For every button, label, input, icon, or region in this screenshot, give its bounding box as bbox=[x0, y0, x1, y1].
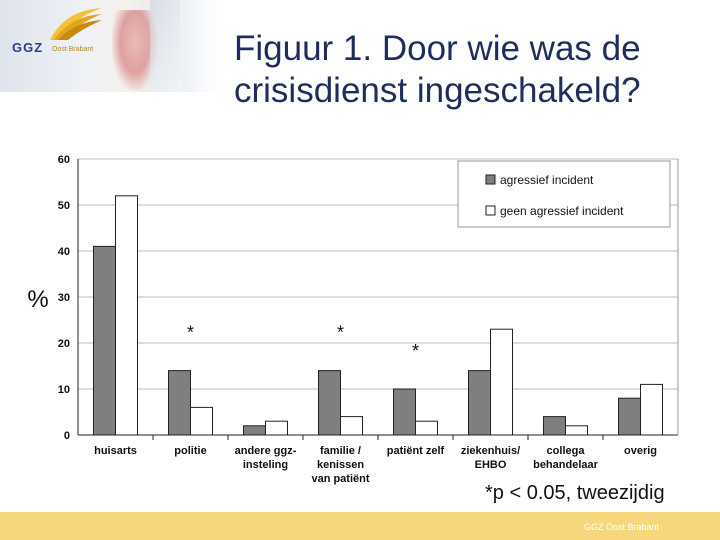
legend-label: agressief incident bbox=[500, 173, 594, 187]
bar-agressief bbox=[318, 370, 341, 436]
legend-box bbox=[457, 160, 671, 228]
bar-geen-agressief bbox=[340, 416, 363, 436]
bar-geen-agressief bbox=[640, 383, 663, 436]
bar-agressief bbox=[543, 416, 566, 436]
y-tick-label: 20 bbox=[58, 338, 70, 350]
y-tick-label: 50 bbox=[58, 200, 70, 212]
footer-bar bbox=[0, 512, 720, 540]
photo-fade bbox=[142, 0, 232, 92]
x-tick-label: insteling bbox=[243, 459, 288, 471]
x-tick-label: patiënt zelf bbox=[387, 445, 445, 457]
x-tick-label: EHBO bbox=[475, 459, 507, 471]
bar-geen-agressief bbox=[565, 425, 588, 436]
x-tick-label: overig bbox=[624, 445, 657, 457]
footnote: *p < 0.05, tweezijdig bbox=[485, 482, 665, 504]
y-tick-label: 0 bbox=[64, 430, 70, 442]
significance-marker: * bbox=[187, 323, 194, 343]
x-tick-label: andere ggz- bbox=[235, 445, 297, 457]
legend-swatch bbox=[485, 174, 496, 185]
bar-agressief bbox=[618, 397, 641, 436]
legend-swatch bbox=[485, 205, 496, 216]
bar-agressief bbox=[243, 425, 266, 436]
bar-geen-agressief bbox=[115, 195, 138, 436]
y-axis-label: % bbox=[27, 286, 48, 313]
bar-agressief bbox=[168, 370, 191, 436]
y-tick-label: 30 bbox=[58, 292, 70, 304]
x-tick-label: ziekenhuis/ bbox=[461, 445, 520, 457]
x-tick-label: kenissen bbox=[317, 459, 364, 471]
header-photo bbox=[0, 0, 232, 92]
bar-geen-agressief bbox=[415, 420, 438, 436]
x-tick-label: collega bbox=[547, 445, 586, 457]
bar-chart: 0 10 20 30 40 50 60% huisarts politie andere ggz-… bbox=[27, 154, 679, 485]
bar-agressief bbox=[93, 245, 116, 436]
x-tick-label: van patiënt bbox=[311, 473, 369, 485]
significance-marker: * bbox=[337, 323, 344, 343]
x-tick-label: huisarts bbox=[94, 445, 137, 457]
x-tick-label: familie / bbox=[320, 445, 361, 457]
bar-geen-agressief bbox=[190, 406, 213, 436]
bar-agressief bbox=[393, 388, 416, 436]
footer-text: GGZ Oost Brabant bbox=[584, 522, 660, 532]
significance-marker: * bbox=[412, 341, 419, 361]
logo-subtext: Oost Brabant bbox=[52, 46, 94, 53]
x-tick-label: behandelaar bbox=[533, 459, 599, 471]
y-tick-label: 40 bbox=[58, 246, 70, 258]
y-tick-label: 10 bbox=[58, 384, 70, 396]
bar-agressief bbox=[468, 370, 491, 436]
page-title: Figuur 1. Door wie was de crisisdienst i… bbox=[234, 28, 714, 112]
bar-geen-agressief bbox=[265, 420, 288, 436]
x-tick-label: politie bbox=[174, 445, 206, 457]
title-line-1: Figuur 1. Door wie was de bbox=[234, 29, 641, 68]
title-line-2: crisisdienst ingeschakeld? bbox=[234, 71, 641, 110]
legend-label: geen agressief incident bbox=[500, 204, 624, 218]
bar-geen-agressief bbox=[490, 328, 513, 436]
y-tick-label: 60 bbox=[58, 154, 70, 166]
logo-text: GGZ bbox=[12, 40, 44, 55]
ggz-logo-icon bbox=[50, 8, 102, 40]
